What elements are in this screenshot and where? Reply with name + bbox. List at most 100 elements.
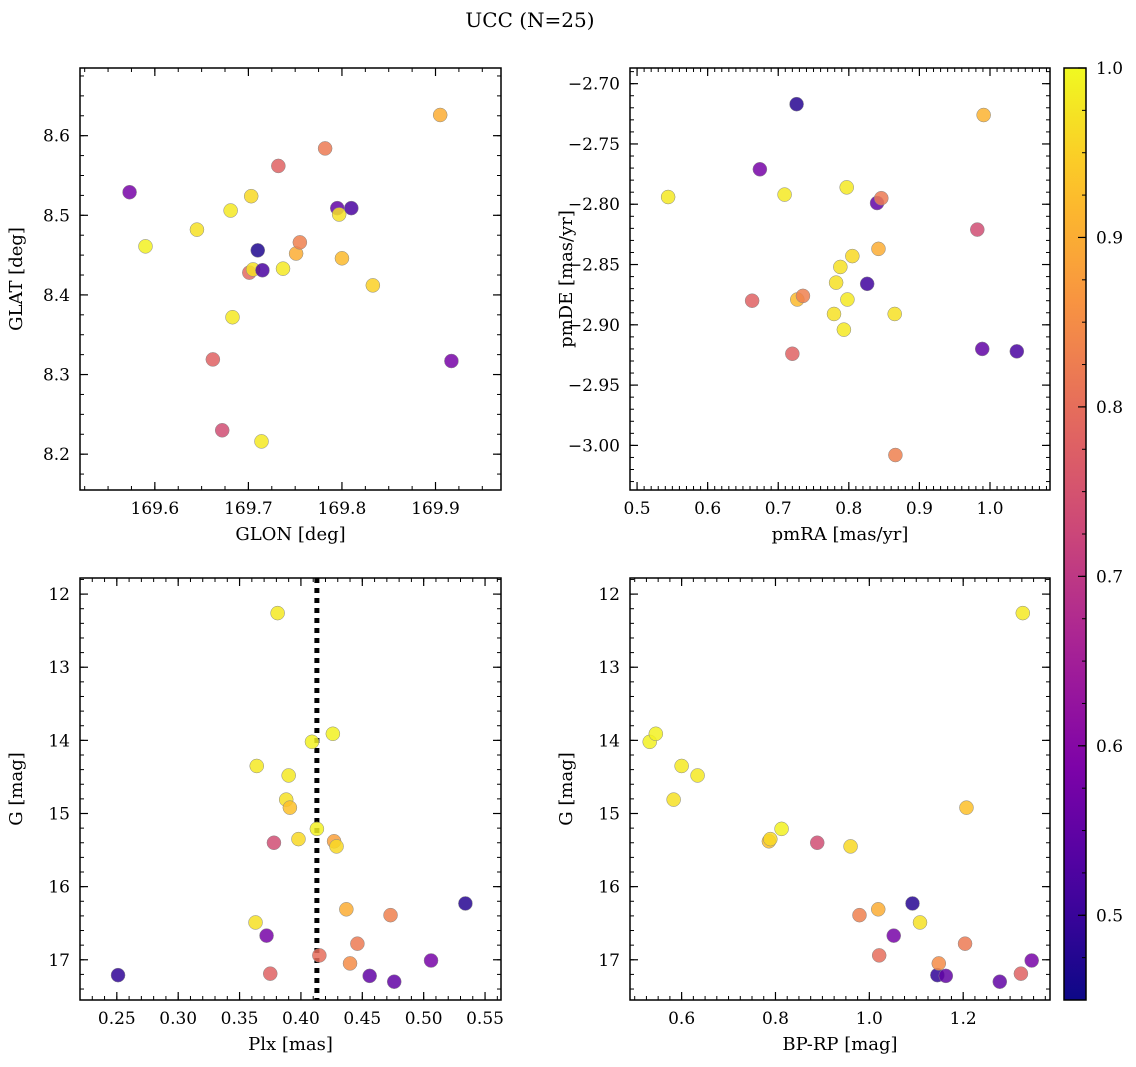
axis-ticks bbox=[79, 578, 501, 1000]
y-tick-label: 8.5 bbox=[43, 206, 70, 226]
y-tick-label: −2.85 bbox=[568, 256, 620, 276]
scatter-point bbox=[836, 322, 852, 337]
colorbar: 0.5 0.6 0.7 0.8 0.9 1.0 bbox=[1063, 59, 1123, 1001]
scatter-point bbox=[304, 734, 320, 750]
x-tick-label: 1.0 bbox=[856, 1009, 883, 1029]
axes-frame bbox=[79, 577, 502, 1001]
scatter-point bbox=[205, 352, 221, 367]
y-axis-label: pmDE [mas/yr] bbox=[556, 210, 577, 348]
scatter-point bbox=[432, 107, 448, 123]
scatter-point bbox=[110, 967, 126, 983]
scatter-point bbox=[312, 948, 327, 963]
scatter-point bbox=[905, 896, 920, 911]
scatter-point bbox=[331, 207, 347, 222]
x-tick-label: 0.35 bbox=[221, 1009, 259, 1029]
scatter-point bbox=[859, 276, 875, 292]
scatter-point bbox=[826, 306, 842, 322]
scatter-point bbox=[843, 839, 858, 854]
colorbar-tick-label: 0.8 bbox=[1096, 398, 1123, 418]
scatter-point bbox=[1013, 966, 1029, 981]
scatter-point bbox=[334, 251, 350, 266]
scatter-point bbox=[845, 248, 860, 264]
scatter-point bbox=[992, 974, 1008, 989]
x-axis-label: BP-RP [mag] bbox=[782, 1034, 897, 1055]
y-tick-label: 15 bbox=[48, 805, 70, 825]
x-tick-label: 0.6 bbox=[694, 499, 721, 519]
scatter-point bbox=[223, 203, 238, 218]
scatter-point bbox=[281, 768, 296, 783]
scatter-point bbox=[888, 447, 903, 463]
figure-title: UCC (N=25) bbox=[465, 8, 594, 32]
scatter-point bbox=[839, 180, 854, 195]
scatter-point bbox=[871, 241, 886, 257]
scatter-point bbox=[976, 107, 991, 123]
scatter-point bbox=[458, 896, 473, 911]
x-tick-label: 0.6 bbox=[668, 1009, 695, 1029]
colorbar-tick-label: 0.7 bbox=[1096, 567, 1123, 587]
scatter-point bbox=[660, 189, 676, 205]
scatter-point bbox=[871, 948, 887, 963]
x-axis-label: pmRA [mas/yr] bbox=[772, 524, 909, 545]
y-tick-label: −2.90 bbox=[568, 316, 620, 336]
scatter-point bbox=[886, 928, 901, 943]
scatter-point bbox=[1015, 605, 1031, 621]
scatter-point bbox=[912, 915, 928, 930]
scatter-point bbox=[225, 309, 240, 325]
y-tick-label: 8.6 bbox=[43, 127, 70, 147]
scatter-point bbox=[325, 726, 341, 742]
scatter-point bbox=[344, 200, 359, 216]
x-tick-label: 169.9 bbox=[411, 499, 460, 519]
scatter-point bbox=[789, 96, 804, 112]
y-tick-label: 16 bbox=[598, 878, 620, 898]
y-tick-label: −2.75 bbox=[568, 135, 620, 155]
x-tick-label: 0.25 bbox=[98, 1009, 136, 1029]
y-tick-label: −2.80 bbox=[568, 195, 620, 215]
scatter-point bbox=[1024, 953, 1039, 968]
scatter-point bbox=[666, 792, 681, 807]
scatter-point bbox=[386, 974, 402, 989]
y-tick-label: −2.70 bbox=[568, 75, 620, 95]
colorbar-tick-label: 1.0 bbox=[1096, 59, 1123, 79]
scatter-point bbox=[266, 835, 282, 851]
y-tick-label: 13 bbox=[48, 658, 70, 678]
scatter-point bbox=[785, 346, 800, 362]
y-tick-label: 8.3 bbox=[43, 366, 70, 386]
y-tick-label: −3.00 bbox=[568, 436, 620, 456]
scatter-point bbox=[282, 800, 298, 815]
x-tick-label: 0.8 bbox=[762, 1009, 789, 1029]
y-tick-label: 13 bbox=[598, 658, 620, 678]
scatter-point bbox=[309, 821, 325, 837]
x-tick-label: 0.8 bbox=[835, 499, 862, 519]
scatter-point bbox=[444, 353, 459, 369]
scatter-point bbox=[777, 187, 792, 202]
scatter-point bbox=[122, 184, 137, 200]
axis-ticks bbox=[630, 578, 1050, 1000]
scatter-point bbox=[809, 835, 825, 851]
x-axis-label: Plx [mas] bbox=[248, 1034, 333, 1055]
colorbar-tick-label: 0.6 bbox=[1096, 737, 1123, 757]
scatter-point bbox=[243, 188, 259, 204]
scatter-point bbox=[362, 968, 377, 984]
scatter-point bbox=[250, 243, 266, 258]
x-tick-label: 1.0 bbox=[976, 499, 1003, 519]
axis-ticks bbox=[80, 68, 501, 490]
scatter-point bbox=[214, 423, 230, 438]
y-tick-label: 14 bbox=[48, 731, 70, 751]
x-tick-label: 0.55 bbox=[466, 1009, 504, 1029]
x-tick-label: 0.5 bbox=[624, 499, 651, 519]
x-tick-label: 169.8 bbox=[318, 499, 367, 519]
scatter-point bbox=[255, 262, 270, 278]
x-tick-label: 0.9 bbox=[906, 499, 933, 519]
scatter-point bbox=[1009, 344, 1025, 359]
scatter-point bbox=[339, 902, 354, 917]
scatter-point bbox=[828, 275, 844, 290]
scatter-point bbox=[270, 605, 285, 621]
scatter-point bbox=[248, 915, 263, 930]
scatter-point bbox=[254, 434, 269, 449]
scatter-point bbox=[648, 726, 664, 742]
y-tick-label: −2.95 bbox=[568, 376, 620, 396]
x-tick-label: 0.45 bbox=[343, 1009, 381, 1029]
scatter-point bbox=[249, 758, 264, 774]
scatter-point bbox=[957, 936, 973, 951]
scatter-point bbox=[833, 259, 848, 275]
